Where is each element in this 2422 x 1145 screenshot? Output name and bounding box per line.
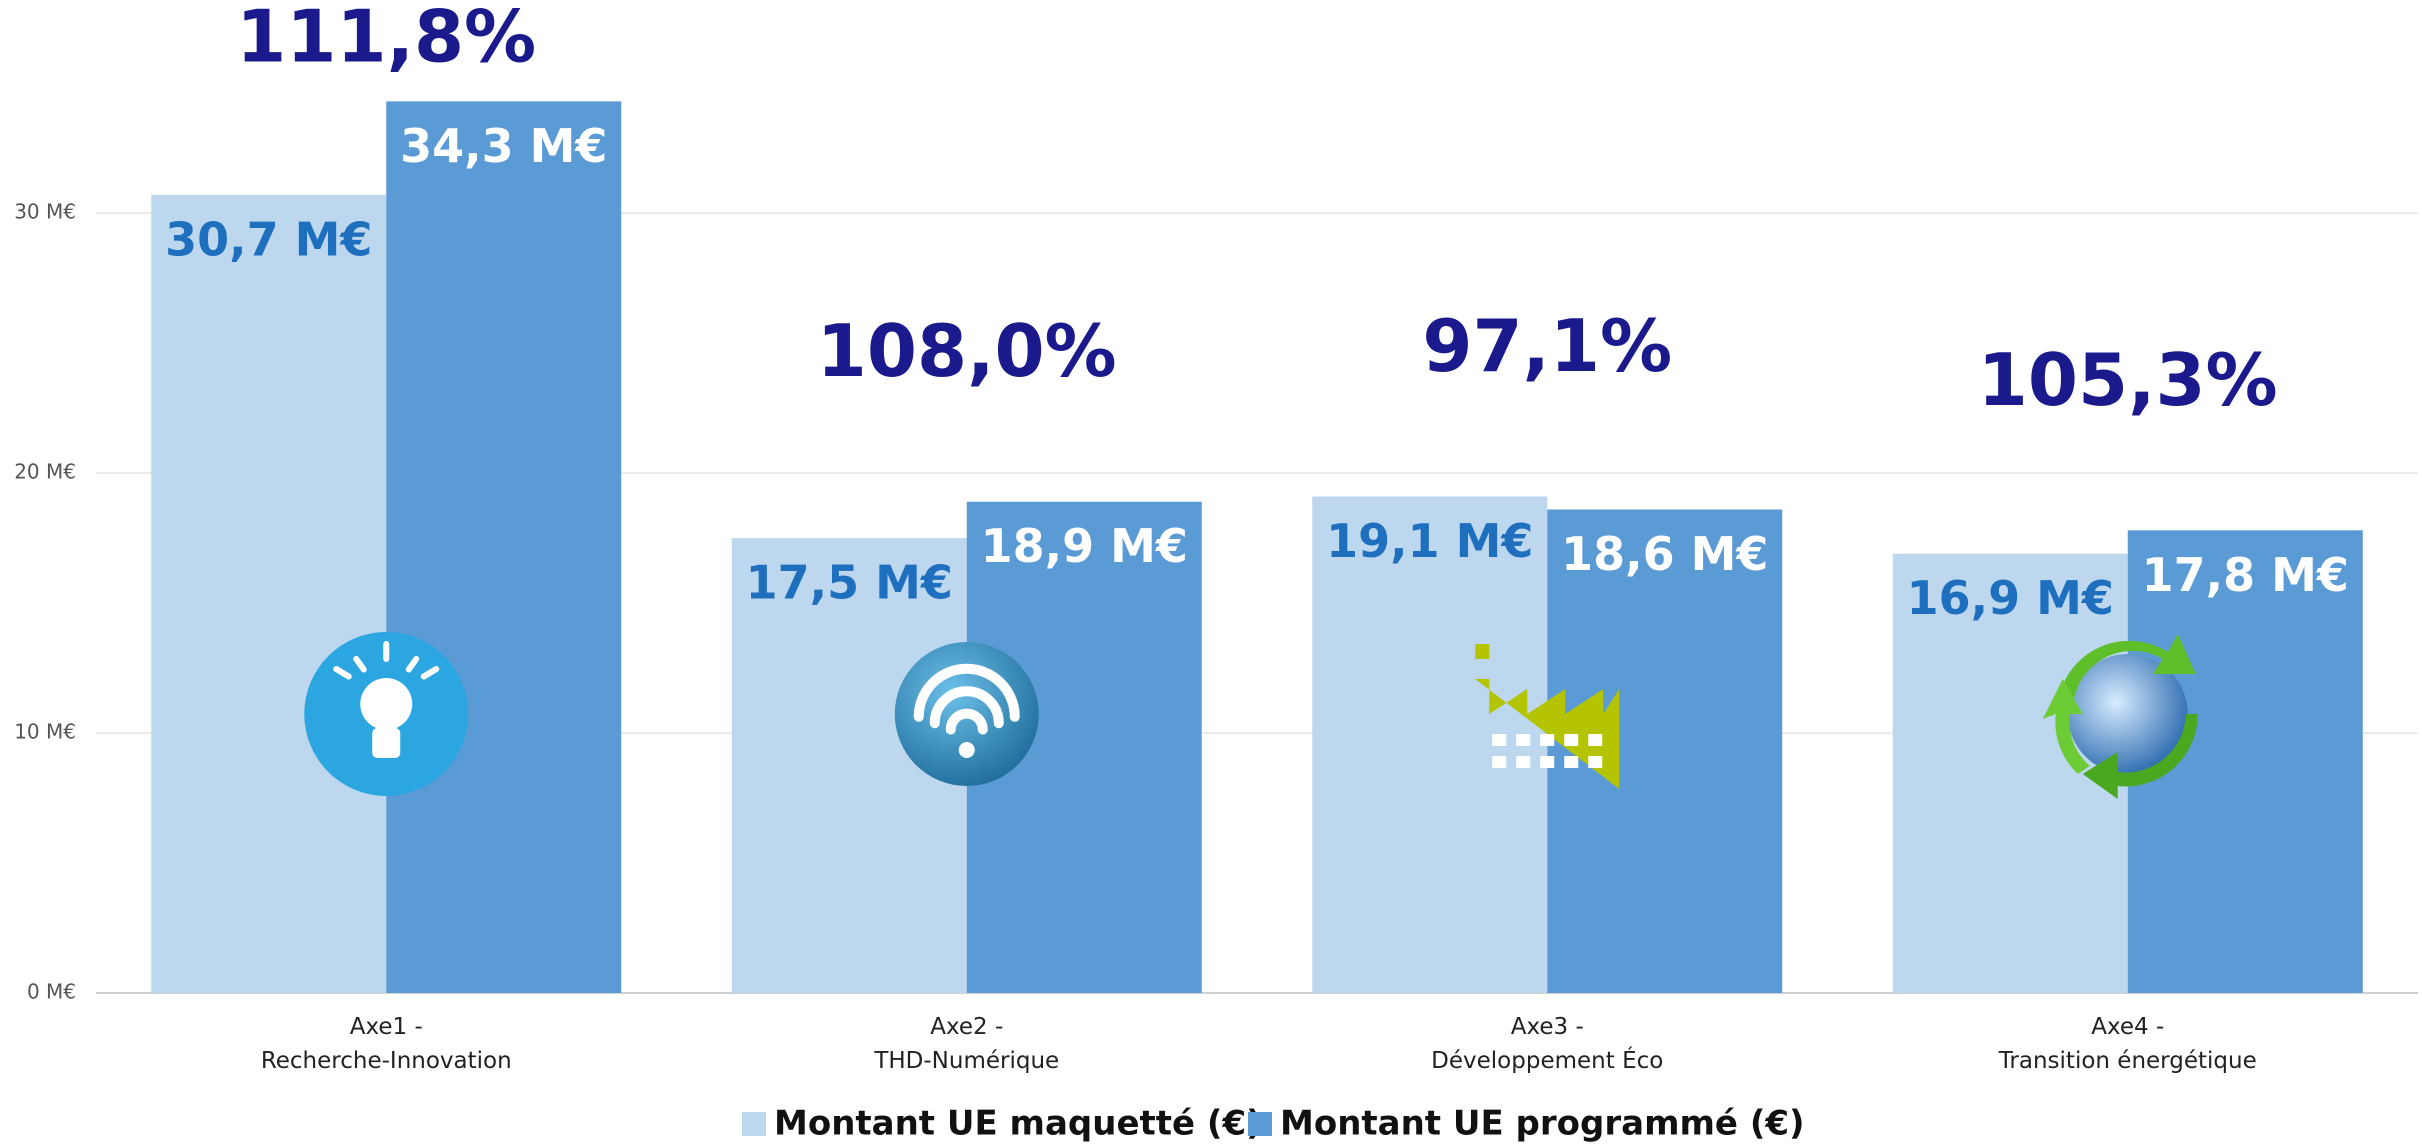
icon (1588, 734, 1602, 746)
icon (1492, 734, 1506, 746)
bar (386, 101, 621, 993)
bar (151, 195, 386, 993)
icon (1540, 734, 1554, 746)
value-label: 18,6 M€ (1561, 527, 1768, 581)
y-tick-label: 0 M€ (27, 980, 76, 1004)
y-tick-label: 10 M€ (14, 720, 76, 744)
icon (1516, 734, 1530, 746)
legend-swatch (1248, 1112, 1272, 1136)
value-label: 30,7 M€ (165, 212, 372, 266)
icon (895, 642, 1039, 786)
x-tick-label: Axe2 - THD-Numérique (687, 1010, 1247, 1078)
value-label: 34,3 M€ (400, 119, 607, 173)
ratio-label: 105,3% (1978, 338, 2278, 422)
legend-label: Montant UE maquetté (€) (774, 1104, 1262, 1144)
y-tick-label: 20 M€ (14, 460, 76, 484)
icon (1516, 756, 1530, 768)
icon (1492, 756, 1506, 768)
icon (360, 678, 412, 730)
icon (959, 742, 975, 758)
icon (304, 632, 468, 796)
value-label: 17,8 M€ (2142, 548, 2349, 602)
x-tick-label: Axe3 - Développement Éco (1267, 1010, 1827, 1078)
page: 0 M€ 10 M€ 20 M€ 30 M€ 30,7 M€ 34,3 M€ 111,8% 1… (0, 0, 2422, 1145)
icon (1588, 756, 1602, 768)
icon (372, 728, 400, 758)
y-tick-label: 30 M€ (14, 200, 76, 224)
legend-label: Montant UE programmé (€) (1280, 1104, 1805, 1144)
ratio-label: 97,1% (1422, 304, 1672, 388)
icon (1564, 756, 1578, 768)
value-label: 19,1 M€ (1326, 514, 1533, 568)
ratio-label: 108,0% (817, 309, 1117, 393)
icon (1540, 756, 1554, 768)
bar (1312, 497, 1547, 994)
x-tick-label: Axe4 - Transition énergétique (1848, 1010, 2408, 1078)
value-label: 18,9 M€ (981, 519, 1188, 573)
chart: 0 M€ 10 M€ 20 M€ 30 M€ 30,7 M€ 34,3 M€ 111,8% 1… (0, 0, 2422, 1145)
icon (1564, 734, 1578, 746)
x-tick-label: Axe1 - Recherche-Innovation (106, 1010, 666, 1078)
legend-swatch (742, 1112, 766, 1136)
value-label: 17,5 M€ (746, 556, 953, 610)
ratio-label: 111,8% (236, 0, 536, 79)
value-label: 16,9 M€ (1907, 571, 2114, 625)
